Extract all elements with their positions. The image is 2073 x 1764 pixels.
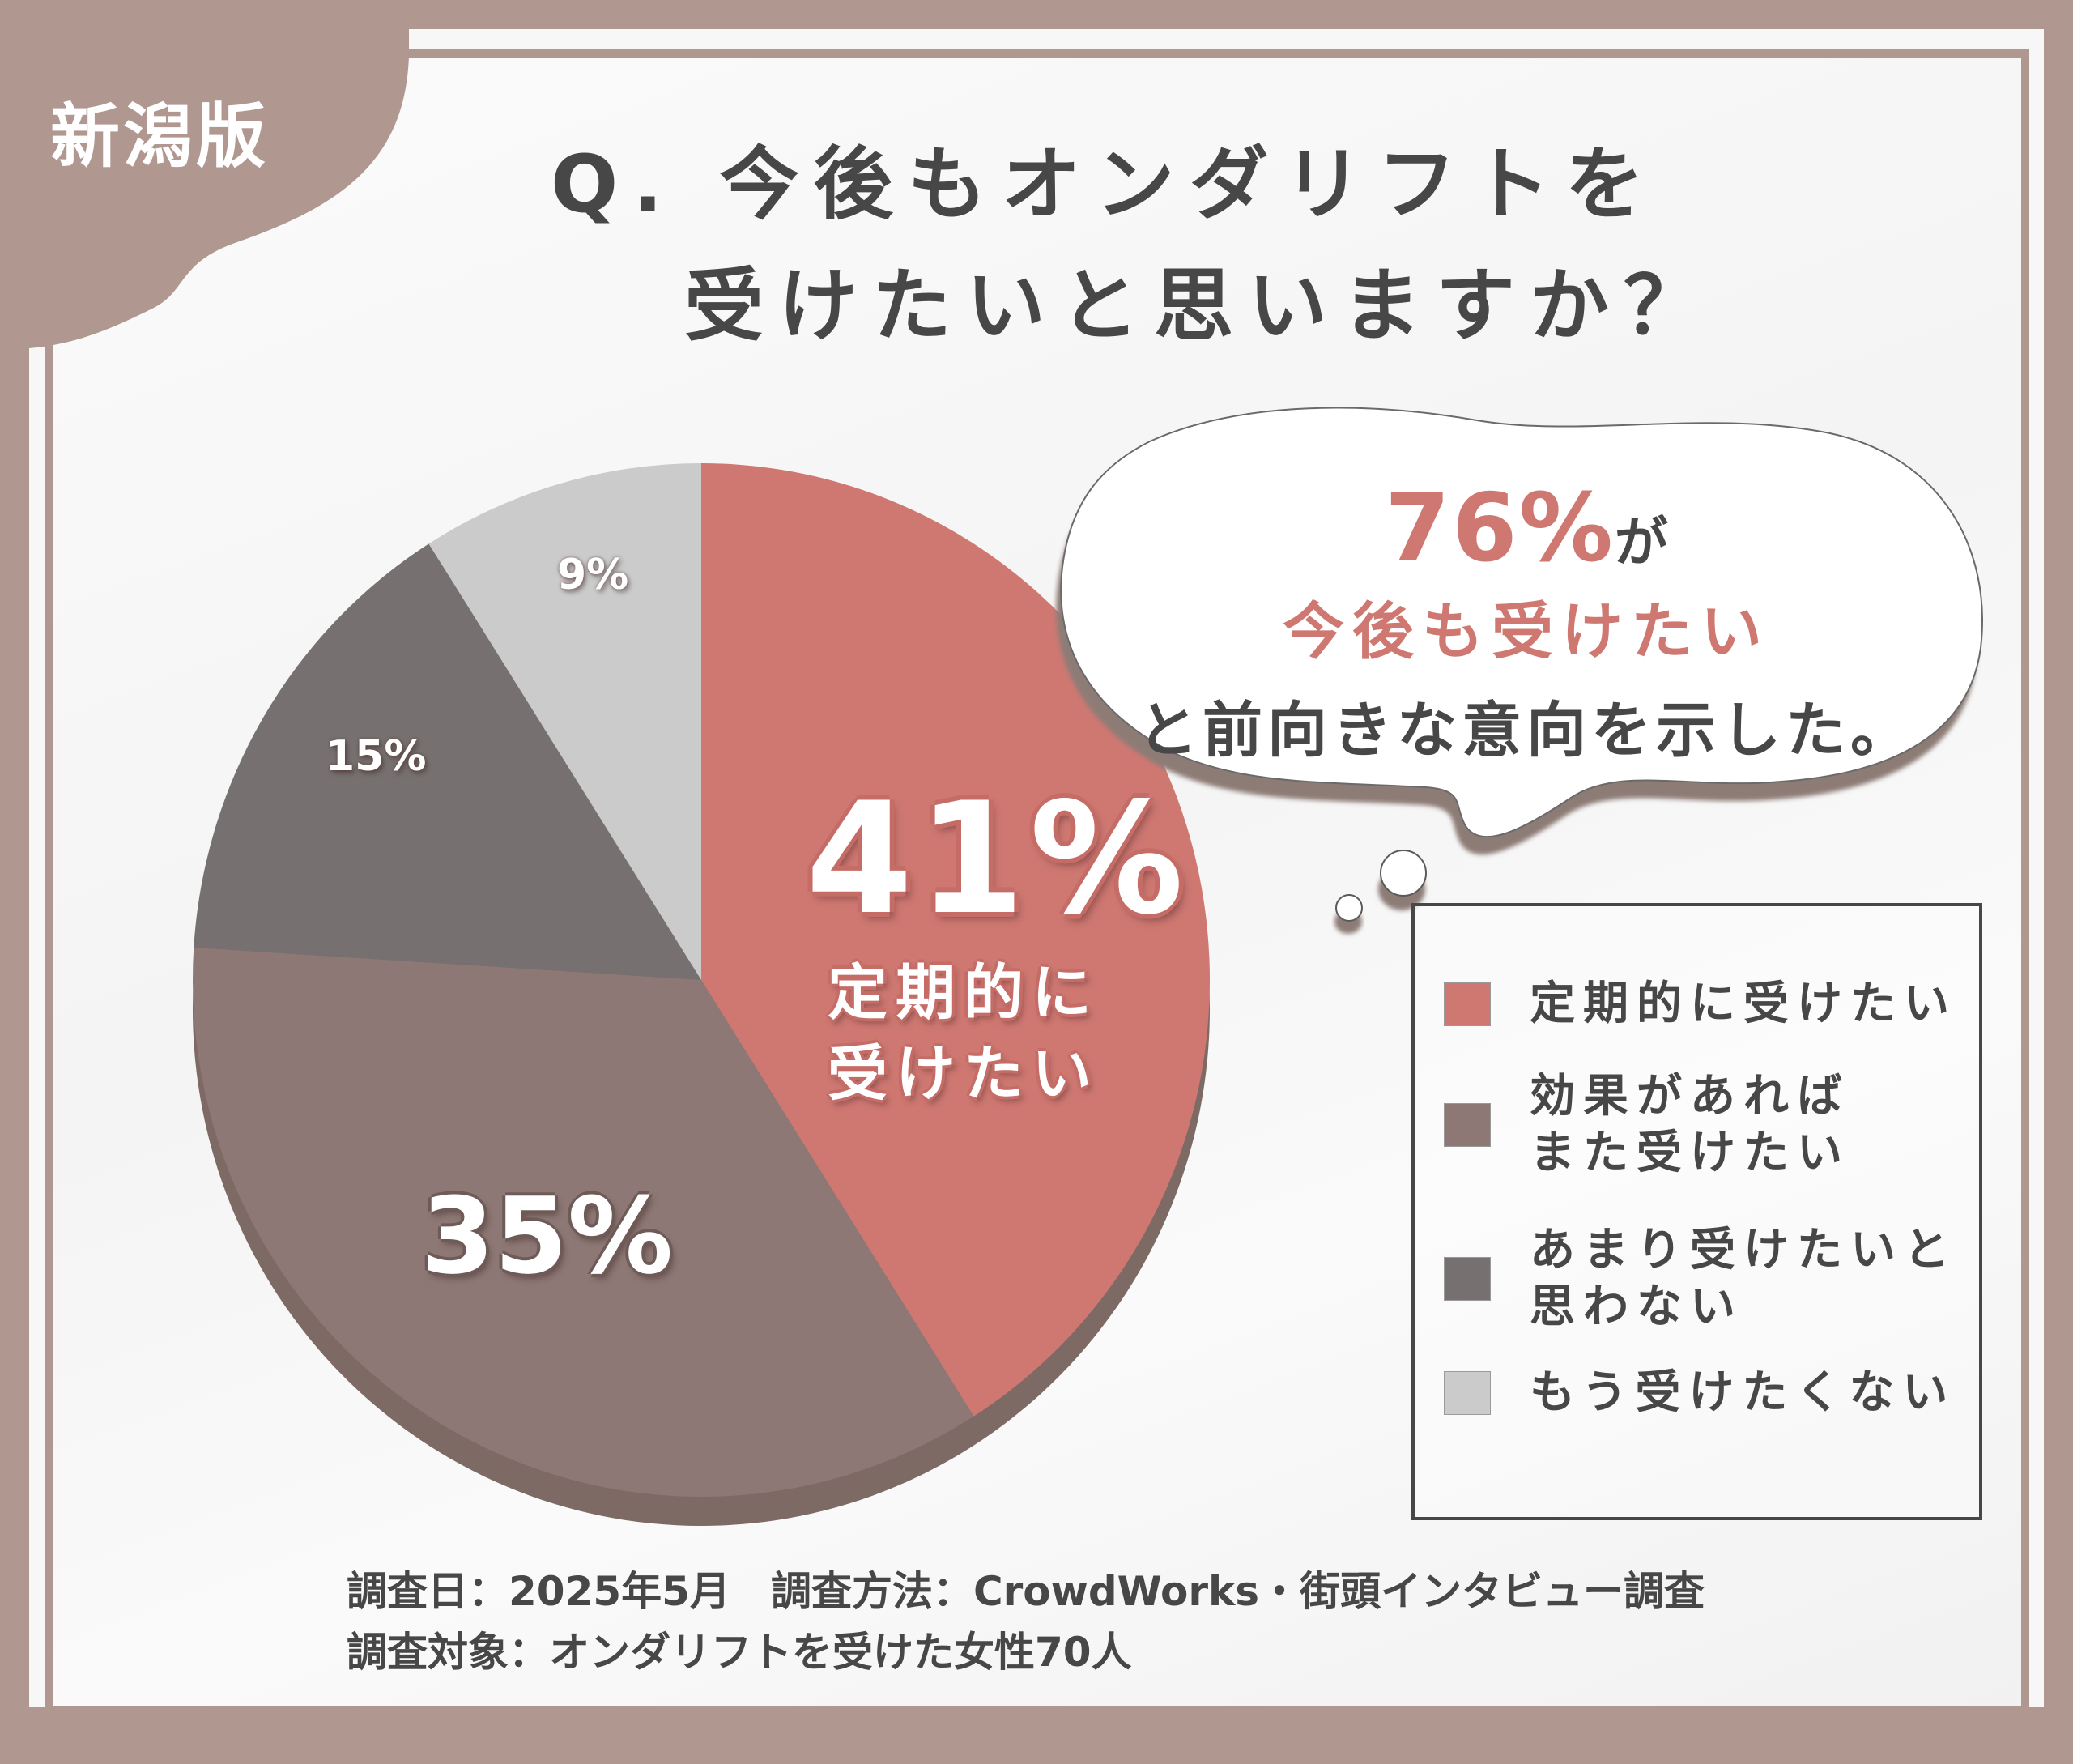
legend-label: あまり受けたいと 思わない	[1530, 1222, 1957, 1336]
legend-swatch	[1444, 1103, 1491, 1147]
pie-label-if-effective: 35%	[421, 1174, 674, 1297]
region-badge: 新潟版	[50, 96, 269, 177]
bubble-body	[1060, 407, 1983, 838]
bubble-headline: 76%が	[1069, 474, 1984, 583]
question-title-line1: Q. 今後もオンダリフトを	[551, 138, 1659, 231]
corner-blob	[0, 0, 409, 348]
pie-label-not-really: 15%	[326, 732, 427, 781]
legend-box: 定期的に受けたい 効果があれば また受けたい あまり受けたいと 思わない もう受…	[1411, 903, 1982, 1520]
pie-label-regular-value: 41%	[806, 769, 1189, 948]
bubble-percentage: 76%	[1385, 474, 1615, 583]
legend-swatch	[1444, 1257, 1491, 1301]
legend-swatch	[1444, 1371, 1491, 1415]
legend-label-line: 思わない	[1530, 1280, 1743, 1333]
legend-label: もう受けたくない	[1530, 1365, 1956, 1421]
pie-slice	[192, 947, 974, 1498]
inner-frame	[45, 49, 2029, 1714]
legend-label-line: もう受けたくない	[1530, 1366, 1956, 1419]
legend-item: あまり受けたいと 思わない	[1444, 1222, 1957, 1336]
thought-dot-large	[1380, 850, 1427, 897]
pie-label-regular-sub1: 定期的に	[828, 958, 1100, 1028]
legend-label-line: あまり受けたいと	[1530, 1224, 1957, 1276]
survey-info-line2: 調査対象：オンダリフトを受けた女性70人	[347, 1629, 1132, 1676]
legend-item: 効果があれば また受けたい	[1444, 1068, 1850, 1182]
legend-label-line: 効果があれば	[1530, 1070, 1850, 1123]
pie-slice	[428, 463, 701, 980]
legend-item: 定期的に受けたい	[1444, 976, 1957, 1033]
bubble-line3: と前向きな意向を示した。	[1138, 696, 1915, 765]
legend-label-line: また受けたい	[1530, 1127, 1850, 1179]
bubble-line2: 今後も受けたい	[1283, 595, 1770, 667]
survey-info-line1: 調査日：2025年5月 調査方法：CrowdWorks・街頭インタビュー調査	[347, 1568, 1705, 1615]
thought-dot-small	[1335, 894, 1363, 922]
legend-item: もう受けたくない	[1444, 1365, 1956, 1421]
legend-swatch	[1444, 982, 1491, 1026]
legend-label: 定期的に受けたい	[1530, 976, 1957, 1033]
pie-slice	[194, 543, 702, 980]
bubble-suffix: が	[1614, 511, 1668, 573]
pie-label-regular-sub2: 受けたい	[828, 1039, 1100, 1109]
legend-label-line: 定期的に受けたい	[1530, 978, 1957, 1030]
pie-label-never: 9%	[557, 551, 629, 599]
pie-slice	[701, 463, 1211, 1417]
question-title-line2: 受けたいと思いますか？	[684, 260, 1718, 352]
legend-label: 効果があれば また受けたい	[1530, 1068, 1850, 1182]
